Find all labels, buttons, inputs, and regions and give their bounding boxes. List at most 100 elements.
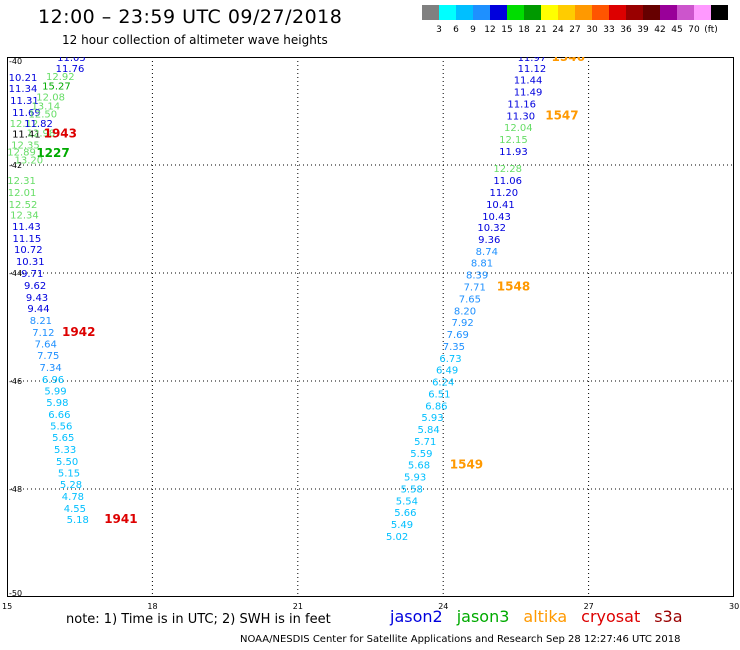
satellite-legend-jason3: jason3	[456, 607, 510, 626]
scale-label: 24	[552, 25, 564, 35]
satellite-legend: jason2 jason3 altika cryosat s3a	[390, 607, 697, 626]
wave-height-value: 11.05	[57, 57, 86, 64]
wave-height-value: 11.31	[10, 96, 39, 107]
scale-label: 3	[436, 25, 442, 35]
longitude-label: 24	[438, 602, 449, 611]
wave-height-value: 9.36	[478, 235, 500, 246]
wave-height-value: 12.89	[7, 148, 36, 159]
scale-swatch	[643, 5, 660, 20]
scale-swatch	[592, 5, 609, 20]
wave-height-value: 7.34	[39, 363, 61, 374]
scale-label: (ft)	[704, 25, 718, 35]
wave-height-value: 5.65	[52, 433, 74, 444]
wave-height-value: 5.71	[414, 437, 436, 448]
scale-swatch	[558, 5, 575, 20]
pass-time-label: 1546	[552, 57, 585, 64]
longitude-label: 27	[583, 602, 594, 611]
wave-height-value: 7.75	[37, 351, 59, 362]
wave-height-value: 12.08	[36, 92, 65, 103]
wave-height-value: 11.15	[13, 234, 42, 245]
wave-height-value: 12.35	[11, 140, 40, 151]
wave-height-value: 11.97	[518, 57, 547, 64]
wave-height-value: 4.78	[62, 492, 84, 503]
wave-height-value: 12.34	[10, 211, 39, 222]
scale-swatch	[524, 5, 541, 20]
wave-height-value: 5.02	[386, 532, 408, 543]
map-border	[7, 57, 734, 597]
longitude-label: 21	[292, 602, 303, 611]
wave-height-value: 9.43	[26, 293, 48, 304]
scale-swatch	[507, 5, 524, 20]
wave-height-value: 5.59	[410, 449, 432, 460]
scale-label: 6	[453, 25, 459, 35]
wave-height-value: 12.31	[7, 176, 36, 187]
scale-swatch	[626, 5, 643, 20]
scale-label: 15	[501, 25, 513, 35]
wave-height-value: 6.51	[428, 389, 450, 400]
wave-height-value: 5.49	[391, 520, 413, 531]
wave-height-value: 5.18	[67, 515, 89, 526]
pass-time-label: 1941	[104, 512, 137, 526]
latitude-label: -50	[9, 589, 22, 597]
wave-height-value: 5.33	[54, 445, 76, 456]
wave-height-value: 4.55	[64, 504, 86, 515]
scale-swatch	[677, 5, 694, 20]
wave-height-value: 8.39	[466, 271, 488, 282]
pass-time-label: 1548	[497, 280, 530, 294]
wave-height-value: 11.12	[518, 64, 547, 75]
scale-swatch	[711, 5, 728, 20]
wave-height-value: 11.69	[12, 108, 41, 119]
wave-height-value: 7.64	[35, 340, 57, 351]
credit-footer: NOAA/NESDIS Center for Satellite Applica…	[240, 634, 681, 645]
scale-label: 27	[569, 25, 581, 35]
wave-height-value: 8.20	[454, 306, 476, 317]
wave-height-value: 11.76	[56, 64, 85, 75]
wave-height-value: 7.69	[447, 330, 469, 341]
scale-label: 36	[620, 25, 632, 35]
wave-height-value: 5.93	[421, 413, 443, 424]
wave-height-value: 11.16	[507, 99, 536, 110]
satellite-legend-jason2: jason2	[390, 607, 443, 626]
wave-height-value: 11.20	[489, 188, 518, 199]
footnote: note: 1) Time is in UTC; 2) SWH is in fe…	[66, 612, 331, 627]
wave-height-value: 6.96	[42, 375, 64, 386]
scale-label: 70	[688, 25, 700, 35]
wave-height-value: 12.52	[9, 200, 38, 211]
satellite-legend-s3a: s3a	[654, 607, 683, 626]
wave-height-value: 7.35	[443, 342, 465, 353]
wave-height-value: 10.32	[477, 223, 506, 234]
wave-height-value: 11.93	[499, 147, 528, 158]
scale-swatch	[490, 5, 507, 20]
wave-height-value: 5.58	[401, 484, 423, 495]
map-title: 12:00 – 23:59 UTC 09/27/2018	[38, 6, 343, 28]
scale-label: 12	[484, 25, 496, 35]
scale-swatch	[541, 5, 558, 20]
longitude-label: 30	[729, 602, 740, 611]
wave-height-value: 12.04	[504, 123, 533, 134]
pass-time-label: 1943	[44, 127, 77, 141]
wave-height-value: 5.15	[58, 468, 80, 479]
scale-label: 39	[637, 25, 649, 35]
wave-height-value: 11.44	[514, 76, 543, 87]
wave-height-value: 11.82	[24, 119, 53, 130]
scale-label: 30	[586, 25, 598, 35]
scale-label: 21	[535, 25, 547, 35]
wave-height-value: 13.20	[14, 156, 43, 167]
wave-height-value: 6.86	[425, 401, 447, 412]
wave-height-value: 5.28	[60, 480, 82, 491]
wave-height-value: 12.92	[46, 72, 75, 83]
wave-height-value: 5.50	[56, 457, 78, 468]
scale-label: 18	[518, 25, 530, 35]
wave-height-value: 6.73	[439, 354, 461, 365]
scale-label: 42	[654, 25, 666, 35]
wave-height-value: 5.93	[404, 473, 426, 484]
wave-height-value: 12.98	[27, 129, 56, 140]
scale-swatch	[660, 5, 677, 20]
wave-height-value: 12.12	[10, 119, 39, 130]
scale-swatch	[422, 5, 439, 20]
wave-height-value: 7.71	[464, 283, 486, 294]
wave-height-value: 11.43	[12, 222, 41, 233]
satellite-legend-altika: altika	[523, 607, 568, 626]
wave-height-value: 11.49	[514, 88, 543, 99]
